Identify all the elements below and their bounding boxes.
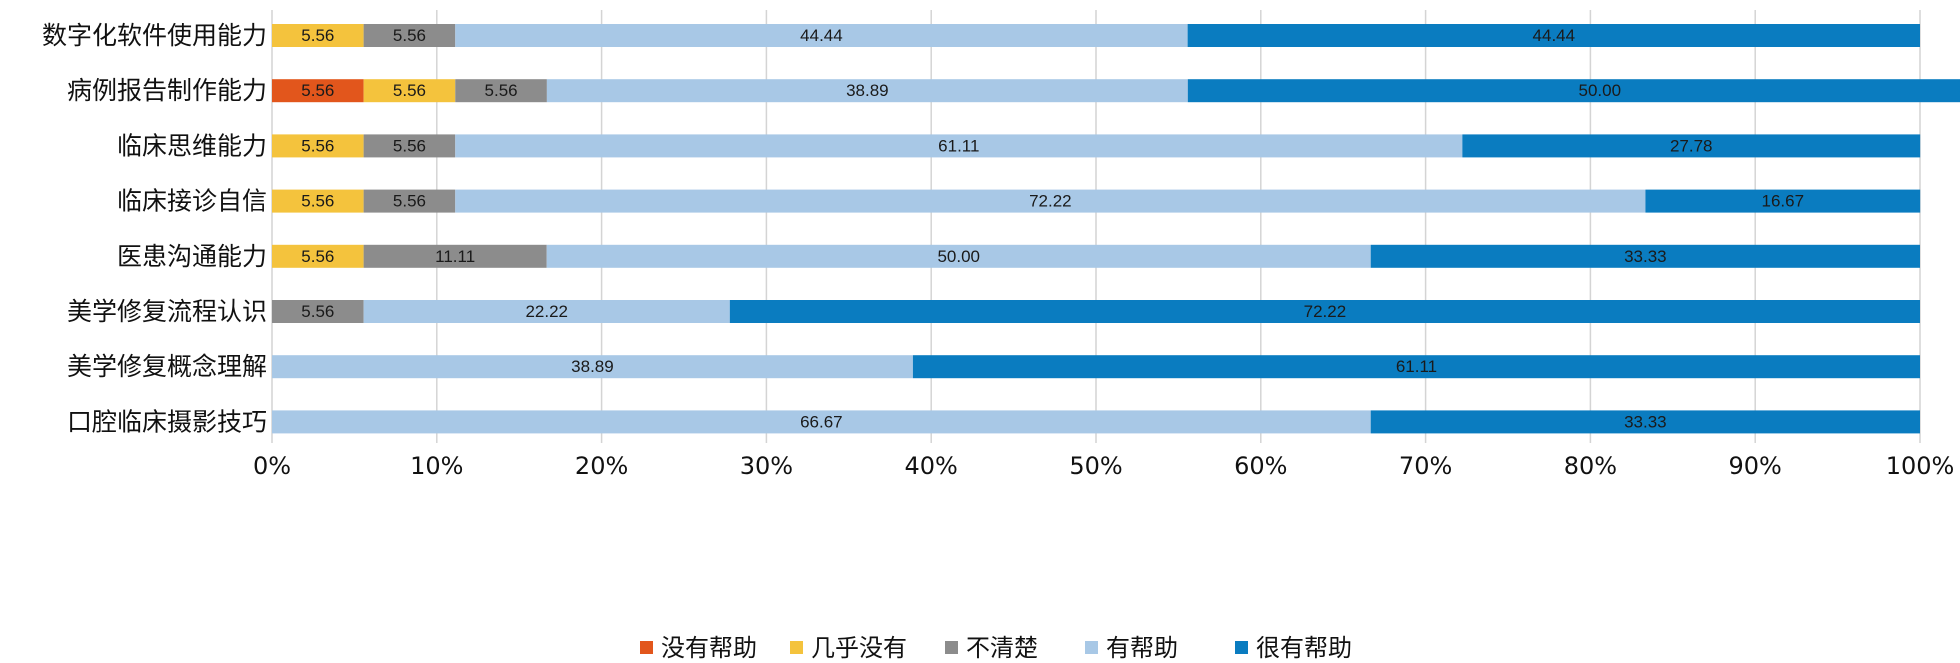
x-tick-label: 80% [1564,452,1617,480]
data-label: 61.11 [938,136,979,155]
x-tick-label: 50% [1069,452,1122,480]
x-tick-label: 10% [410,452,463,480]
bar-segment [272,24,364,47]
data-label: 5.56 [301,247,334,266]
data-label: 5.56 [393,81,426,100]
data-label: 5.56 [393,192,426,211]
category-label: 医患沟通能力 [117,242,267,271]
x-tick-label: 0% [253,452,291,480]
bar-segment [1187,24,1920,47]
legend-swatch [640,641,653,654]
bar-segment [363,134,456,158]
bar-segment [546,79,1188,103]
data-label: 33.33 [1624,247,1667,266]
legend-swatch [1085,641,1098,654]
bar-segment [363,24,456,47]
bar-segment [363,244,547,268]
x-tick-label: 60% [1234,452,1287,480]
data-label: 50.00 [1579,81,1622,100]
data-label: 66.67 [800,412,843,431]
category-label: 美学修复概念理解 [67,352,267,381]
data-label-layer: 5.56 5.56 44.44 44.44 5.56 5.56 5.56 38.89 50.00… [301,26,1804,431]
data-label: 5.56 [301,192,334,211]
bar-segment [1370,244,1920,268]
data-label: 44.44 [1533,26,1576,45]
bar-segment [272,410,1371,434]
data-label: 5.56 [393,136,426,155]
category-label: 病例报告制作能力 [67,76,267,105]
bar-segment [272,134,364,158]
data-label: 44.44 [800,26,843,45]
data-label: 61.11 [1396,357,1437,376]
category-axis: 数字化软件使用能力病例报告制作能力临床思维能力临床接诊自信医患沟通能力美学修复流… [42,21,267,436]
x-tick-label: 90% [1729,452,1782,480]
bar-layer [272,24,1960,434]
data-label: 5.56 [393,26,426,45]
bar-segment [455,24,1188,47]
bar-segment [1645,189,1921,213]
legend-swatch [790,641,803,654]
data-label: 27.78 [1670,136,1713,155]
category-label: 数字化软件使用能力 [42,21,267,50]
bar-segment [912,355,1920,379]
x-tick-label: 40% [905,452,958,480]
bar-segment [1462,134,1921,158]
data-label: 72.22 [1029,192,1072,211]
bar-segment [272,189,364,213]
category-label: 口腔临床摄影技巧 [67,407,267,436]
bar-segment [272,300,364,323]
bar-segment [1370,410,1920,434]
data-label: 38.89 [846,81,889,100]
legend-label: 不清楚 [966,634,1038,662]
bar-segment [272,79,364,103]
legend: 没有帮助 几乎没有 不清楚 有帮助 很有帮助 [640,634,1352,662]
bar-segment [272,355,913,379]
data-label: 5.56 [301,81,334,100]
x-tick-label: 30% [740,452,793,480]
legend-label: 很有帮助 [1256,634,1352,662]
x-tick-label: 70% [1399,452,1452,480]
category-label: 临床思维能力 [117,131,267,160]
bar-segment [363,79,456,103]
bar-segment [272,244,364,268]
data-label: 50.00 [937,247,980,266]
data-label: 16.67 [1762,192,1805,211]
data-label: 22.22 [525,302,568,321]
x-tick-label: 100% [1886,452,1955,480]
bar-segment [455,189,1646,213]
x-axis: 0% 10% 20% 30% 40% 50% 60% 70% 80% 90% 100% [253,452,1954,480]
bar-segment [455,134,1463,158]
category-label: 美学修复流程认识 [67,297,267,326]
bar-segment [455,79,547,103]
legend-label: 没有帮助 [661,634,757,662]
data-label: 72.22 [1304,302,1347,321]
data-label: 5.56 [301,302,334,321]
x-tick-label: 20% [575,452,628,480]
legend-label: 几乎没有 [811,634,907,662]
data-label: 11.11 [435,247,475,266]
bar-segment [363,189,456,213]
data-label: 5.56 [301,26,334,45]
bar-segment [363,300,730,323]
data-label: 33.33 [1624,412,1667,431]
legend-swatch [945,641,958,654]
data-label: 5.56 [485,81,518,100]
bar-segment [729,300,1920,323]
bar-segment [1187,79,1960,103]
legend-label: 有帮助 [1106,634,1178,662]
data-label: 38.89 [571,357,614,376]
legend-swatch [1235,641,1248,654]
data-label: 5.56 [301,136,334,155]
category-label: 临床接诊自信 [117,187,267,216]
bar-segment [546,244,1371,268]
